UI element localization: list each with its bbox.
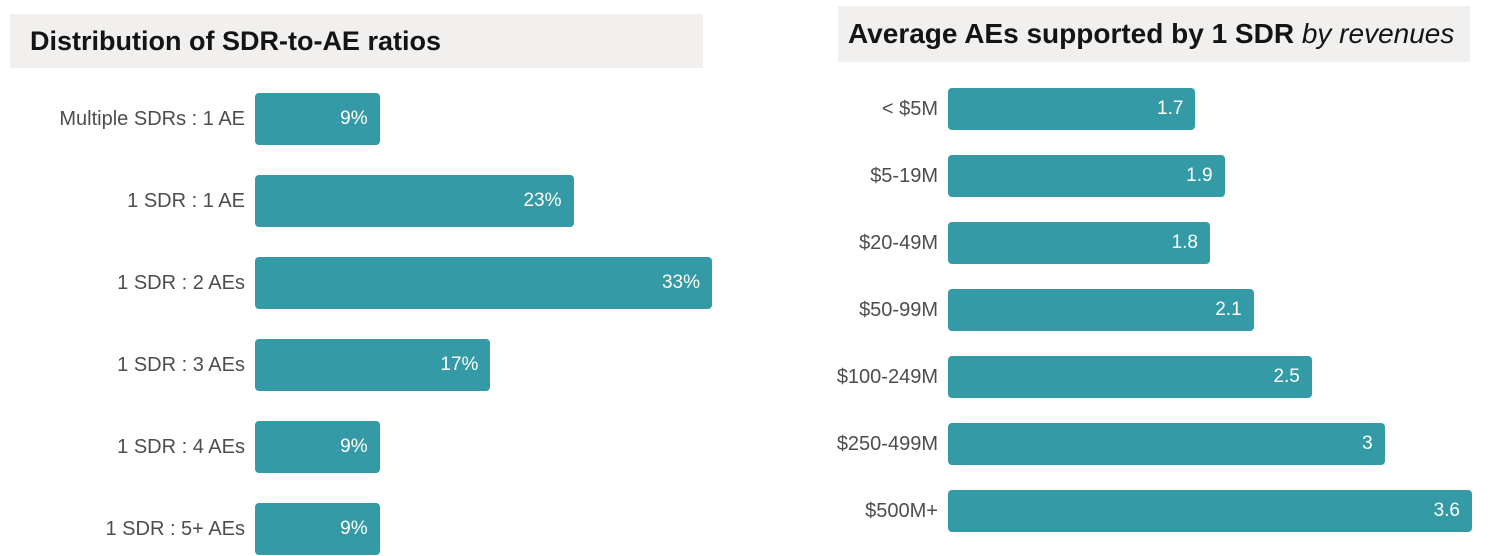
category-label: 1 SDR : 4 AEs [117,435,245,458]
bar-row: < $5M 1.7 [828,88,1472,130]
bar: 1.7 [948,88,1196,130]
category-label: $100-249M [836,365,938,388]
title-strip: Distribution of SDR-to-AE ratios [10,14,703,68]
category-label: $500M+ [865,499,938,522]
bar-track: 3 [948,423,1472,465]
bar: 3.6 [948,490,1472,532]
bar-track: 3.6 [948,490,1472,532]
bar-row: $500M+ 3.6 [828,490,1472,532]
bar-row: 1 SDR : 4 AEs 9% [10,421,712,473]
bar-value-label: 9% [340,108,368,129]
category-label: < $5M [881,97,938,120]
bar: 9% [255,503,380,555]
bar-value-label: 9% [340,436,368,457]
bar-row: Multiple SDRs : 1 AE 9% [10,93,712,145]
bar-track: 9% [255,503,712,555]
bar-track: 23% [255,175,712,227]
bar-value-label: 1.7 [1157,98,1184,119]
category-label: $50-99M [859,298,938,321]
category-label: 1 SDR : 2 AEs [117,271,245,294]
bar: 2.1 [948,289,1254,331]
bar-value-label: 2.5 [1273,366,1300,387]
category-label: $5-19M [870,164,938,187]
bar-track: 9% [255,93,712,145]
title-strip: Average AEs supported by 1 SDR by revenu… [838,6,1470,62]
bar-track: 2.1 [948,289,1472,331]
bar-track: 33% [255,257,712,309]
bar: 23% [255,175,574,227]
bar-row: $20-49M 1.8 [828,222,1472,264]
bars-container: < $5M 1.7 $5-19M 1.9 $20-49M 1.8 $50-99M 2.1 $10… [828,88,1472,532]
bar-value-label: 1.8 [1171,232,1198,253]
bar: 33% [255,257,712,309]
category-label: 1 SDR : 3 AEs [117,353,245,376]
right-chart-title: Average AEs supported by 1 SDR [848,18,1295,49]
bar-row: 1 SDR : 2 AEs 33% [10,257,712,309]
right-chart-title-italic: by revenues [1294,18,1455,49]
bar-value-label: 9% [340,518,368,539]
category-label: 1 SDR : 5+ AEs [105,517,245,540]
bar-row: 1 SDR : 3 AEs 17% [10,339,712,391]
bar-value-label: 23% [523,190,562,211]
category-label: Multiple SDRs : 1 AE [59,107,245,130]
category-label: 1 SDR : 1 AE [127,189,245,212]
bar-row: $250-499M 3 [828,423,1472,465]
bar-track: 1.8 [948,222,1472,264]
bar-value-label: 2.1 [1215,299,1242,320]
bar-track: 1.9 [948,155,1472,197]
bar-row: $50-99M 2.1 [828,289,1472,331]
bar-value-label: 33% [661,272,700,293]
bar: 1.8 [948,222,1210,264]
bar: 2.5 [948,356,1312,398]
bar: 17% [255,339,491,391]
bar-row: 1 SDR : 1 AE 23% [10,175,712,227]
bar: 9% [255,421,380,473]
bar-value-label: 3.6 [1433,500,1460,521]
bars-container: Multiple SDRs : 1 AE 9% 1 SDR : 1 AE 23% 1 S… [10,93,712,555]
category-label: $20-49M [859,231,938,254]
category-label: $250-499M [836,432,938,455]
bar-track: 17% [255,339,712,391]
bar-row: 1 SDR : 5+ AEs 9% [10,503,712,555]
bar-value-label: 17% [440,354,479,375]
bar: 1.9 [948,155,1225,197]
bar: 9% [255,93,380,145]
bar-value-label: 3 [1362,433,1373,454]
bar: 3 [948,423,1385,465]
bar-row: $5-19M 1.9 [828,155,1472,197]
bar-track: 9% [255,421,712,473]
bar-row: $100-249M 2.5 [828,356,1472,398]
bar-value-label: 1.9 [1186,165,1213,186]
left-chart-title: Distribution of SDR-to-AE ratios [30,25,441,56]
bar-track: 1.7 [948,88,1472,130]
bar-track: 2.5 [948,356,1472,398]
